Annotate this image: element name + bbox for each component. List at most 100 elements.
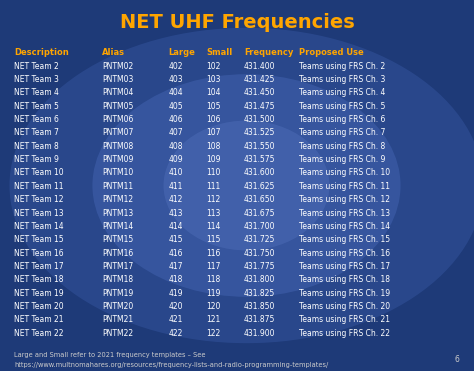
Text: NET Team 4: NET Team 4 xyxy=(14,88,59,97)
Text: Teams using FRS Ch. 11: Teams using FRS Ch. 11 xyxy=(299,182,390,191)
Text: Teams using FRS Ch. 15: Teams using FRS Ch. 15 xyxy=(299,235,390,244)
Text: 117: 117 xyxy=(206,262,220,271)
Text: 413: 413 xyxy=(168,209,183,217)
Ellipse shape xyxy=(9,28,474,343)
Text: Teams using FRS Ch. 4: Teams using FRS Ch. 4 xyxy=(299,88,385,97)
Text: 419: 419 xyxy=(168,289,183,298)
Text: NET Team 12: NET Team 12 xyxy=(14,195,64,204)
Text: NET Team 16: NET Team 16 xyxy=(14,249,64,257)
Text: 402: 402 xyxy=(168,62,183,70)
Ellipse shape xyxy=(92,74,401,297)
Text: 431.675: 431.675 xyxy=(244,209,275,217)
Text: Teams using FRS Ch. 18: Teams using FRS Ch. 18 xyxy=(299,275,390,284)
Text: PNTM02: PNTM02 xyxy=(102,62,133,70)
Text: 114: 114 xyxy=(206,222,220,231)
Text: 412: 412 xyxy=(168,195,182,204)
Text: 431.750: 431.750 xyxy=(244,249,275,257)
Text: 409: 409 xyxy=(168,155,183,164)
Text: PNTM14: PNTM14 xyxy=(102,222,133,231)
Text: 431.500: 431.500 xyxy=(244,115,275,124)
Text: Teams using FRS Ch. 12: Teams using FRS Ch. 12 xyxy=(299,195,390,204)
Text: 403: 403 xyxy=(168,75,183,84)
Text: 414: 414 xyxy=(168,222,183,231)
Text: Small: Small xyxy=(206,48,232,57)
Text: PNTM16: PNTM16 xyxy=(102,249,133,257)
Text: 103: 103 xyxy=(206,75,221,84)
Text: 121: 121 xyxy=(206,315,220,324)
Text: 431.650: 431.650 xyxy=(244,195,275,204)
Text: NET Team 19: NET Team 19 xyxy=(14,289,64,298)
Text: 105: 105 xyxy=(206,102,221,111)
Text: 113: 113 xyxy=(206,209,220,217)
Text: NET Team 15: NET Team 15 xyxy=(14,235,64,244)
Text: 431.400: 431.400 xyxy=(244,62,275,70)
Text: 119: 119 xyxy=(206,289,220,298)
Text: 431.450: 431.450 xyxy=(244,88,275,97)
Text: 431.600: 431.600 xyxy=(244,168,275,177)
Text: Teams using FRS Ch. 17: Teams using FRS Ch. 17 xyxy=(299,262,390,271)
Text: Large and Small refer to 2021 frequency templates – See: Large and Small refer to 2021 frequency … xyxy=(14,352,206,358)
Text: NET Team 9: NET Team 9 xyxy=(14,155,59,164)
Text: 431.825: 431.825 xyxy=(244,289,275,298)
Text: PNTM05: PNTM05 xyxy=(102,102,133,111)
Text: 407: 407 xyxy=(168,128,183,137)
Text: PNTM11: PNTM11 xyxy=(102,182,133,191)
Text: 431.625: 431.625 xyxy=(244,182,275,191)
Text: PNTM18: PNTM18 xyxy=(102,275,133,284)
Text: 120: 120 xyxy=(206,302,220,311)
Text: PNTM06: PNTM06 xyxy=(102,115,133,124)
Text: PNTM21: PNTM21 xyxy=(102,315,133,324)
Text: PNTM20: PNTM20 xyxy=(102,302,133,311)
Text: 106: 106 xyxy=(206,115,221,124)
Text: Teams using FRS Ch. 5: Teams using FRS Ch. 5 xyxy=(299,102,385,111)
Text: 418: 418 xyxy=(168,275,182,284)
Text: NET Team 3: NET Team 3 xyxy=(14,75,59,84)
Text: NET Team 7: NET Team 7 xyxy=(14,128,59,137)
Text: Frequency: Frequency xyxy=(244,48,293,57)
Text: NET Team 11: NET Team 11 xyxy=(14,182,64,191)
Text: 122: 122 xyxy=(206,329,220,338)
Text: PNTM19: PNTM19 xyxy=(102,289,133,298)
Text: 408: 408 xyxy=(168,142,183,151)
Text: 431.525: 431.525 xyxy=(244,128,275,137)
Text: PNTM15: PNTM15 xyxy=(102,235,133,244)
Text: 104: 104 xyxy=(206,88,221,97)
Text: Teams using FRS Ch. 3: Teams using FRS Ch. 3 xyxy=(299,75,385,84)
Text: NET Team 8: NET Team 8 xyxy=(14,142,59,151)
Text: Teams using FRS Ch. 16: Teams using FRS Ch. 16 xyxy=(299,249,390,257)
Text: 112: 112 xyxy=(206,195,220,204)
Text: 410: 410 xyxy=(168,168,183,177)
Text: NET Team 22: NET Team 22 xyxy=(14,329,64,338)
Text: PNTM04: PNTM04 xyxy=(102,88,133,97)
Text: 116: 116 xyxy=(206,249,220,257)
Text: 431.575: 431.575 xyxy=(244,155,275,164)
Text: Teams using FRS Ch. 13: Teams using FRS Ch. 13 xyxy=(299,209,390,217)
Text: PNTM10: PNTM10 xyxy=(102,168,133,177)
Text: PNTM08: PNTM08 xyxy=(102,142,133,151)
Text: 422: 422 xyxy=(168,329,182,338)
Text: 102: 102 xyxy=(206,62,220,70)
Text: NET Team 5: NET Team 5 xyxy=(14,102,59,111)
Text: PNTM22: PNTM22 xyxy=(102,329,133,338)
Text: PNTM07: PNTM07 xyxy=(102,128,133,137)
Text: https://www.multnomahares.org/resources/frequency-lists-and-radio-programming-te: https://www.multnomahares.org/resources/… xyxy=(14,362,328,368)
Text: NET Team 6: NET Team 6 xyxy=(14,115,59,124)
Text: 416: 416 xyxy=(168,249,183,257)
Text: Description: Description xyxy=(14,48,69,57)
Text: PNTM17: PNTM17 xyxy=(102,262,133,271)
Text: PNTM09: PNTM09 xyxy=(102,155,133,164)
Text: Teams using FRS Ch. 22: Teams using FRS Ch. 22 xyxy=(299,329,390,338)
Text: 421: 421 xyxy=(168,315,182,324)
Text: 431.700: 431.700 xyxy=(244,222,275,231)
Text: 107: 107 xyxy=(206,128,221,137)
Text: 431.550: 431.550 xyxy=(244,142,275,151)
Text: NET Team 20: NET Team 20 xyxy=(14,302,64,311)
Text: 405: 405 xyxy=(168,102,183,111)
Text: Teams using FRS Ch. 10: Teams using FRS Ch. 10 xyxy=(299,168,390,177)
Text: 431.875: 431.875 xyxy=(244,315,275,324)
Text: Teams using FRS Ch. 6: Teams using FRS Ch. 6 xyxy=(299,115,385,124)
Text: Teams using FRS Ch. 14: Teams using FRS Ch. 14 xyxy=(299,222,390,231)
Text: NET Team 18: NET Team 18 xyxy=(14,275,64,284)
Text: NET Team 21: NET Team 21 xyxy=(14,315,64,324)
Text: NET Team 10: NET Team 10 xyxy=(14,168,64,177)
